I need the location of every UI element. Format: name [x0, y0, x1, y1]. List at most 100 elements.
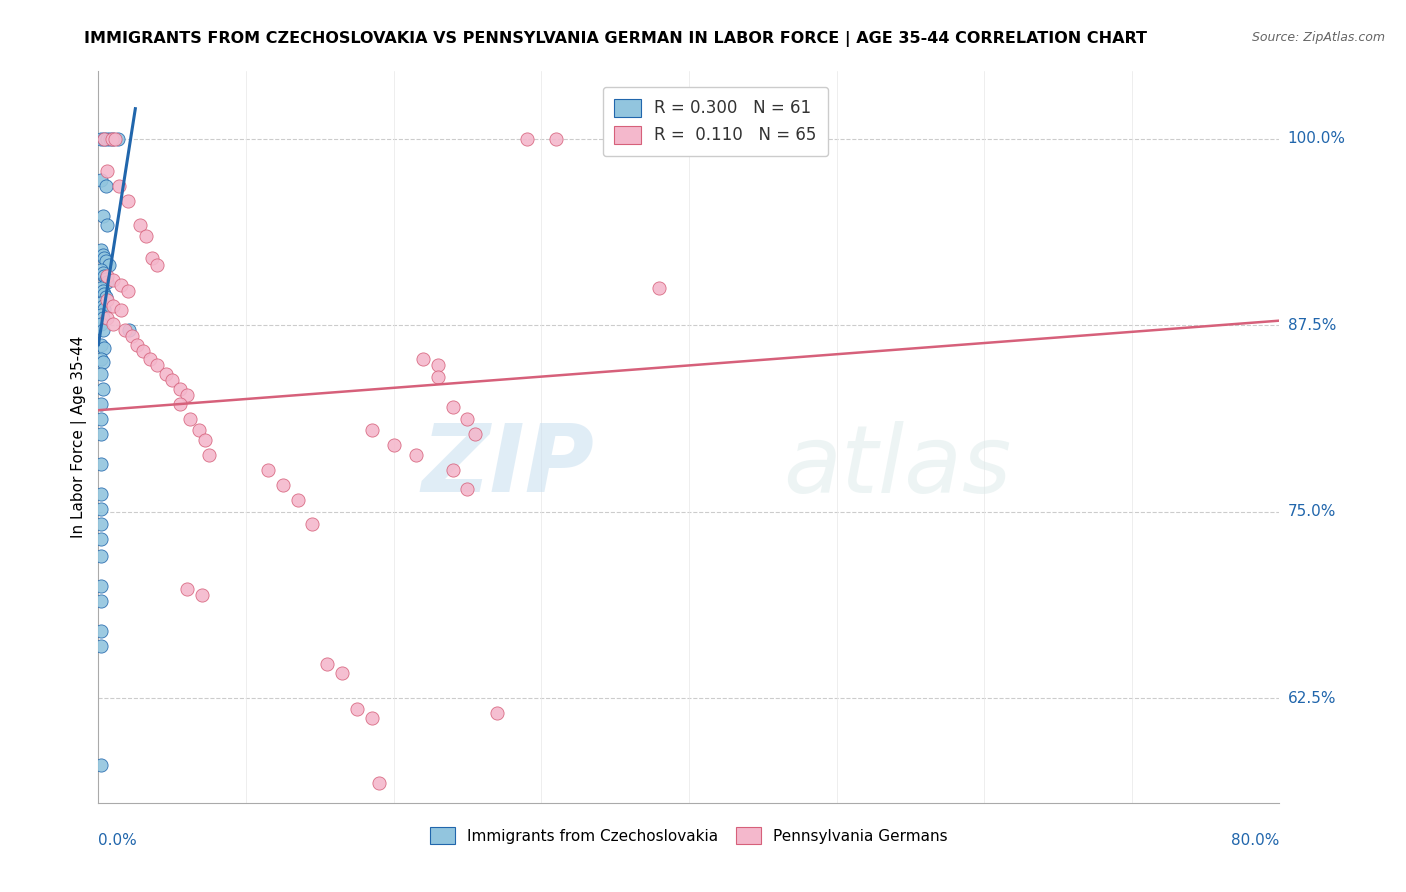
Point — [94, 290, 117, 304]
Point — [648, 281, 671, 295]
Text: 62.5%: 62.5% — [1288, 690, 1336, 706]
Point — [90, 131, 112, 145]
Point — [90, 501, 112, 516]
Point — [146, 359, 169, 373]
Text: ZIP: ZIP — [422, 420, 595, 512]
Point — [110, 303, 132, 318]
Point — [103, 299, 125, 313]
Point — [96, 293, 118, 307]
Point — [104, 131, 127, 145]
Point — [90, 173, 112, 187]
Point — [146, 259, 169, 273]
Point — [91, 209, 114, 223]
Point — [139, 352, 162, 367]
Point — [97, 259, 120, 273]
Point — [91, 299, 114, 313]
Point — [360, 423, 382, 437]
Text: 75.0%: 75.0% — [1288, 504, 1336, 519]
Point — [91, 284, 114, 298]
Point — [427, 359, 450, 373]
Point — [90, 457, 112, 471]
Text: atlas: atlas — [783, 421, 1012, 512]
Point — [162, 373, 183, 387]
Point — [96, 268, 118, 283]
Point — [117, 194, 139, 209]
Point — [93, 131, 115, 145]
Point — [155, 368, 177, 382]
Point — [271, 478, 294, 492]
Point — [110, 277, 132, 292]
Point — [176, 582, 198, 597]
Point — [90, 397, 112, 411]
Point — [103, 273, 125, 287]
Point — [93, 301, 115, 316]
Point — [301, 516, 323, 531]
Point — [176, 388, 198, 402]
Point — [93, 131, 115, 145]
Point — [187, 423, 209, 437]
Point — [191, 588, 214, 602]
Point — [121, 328, 143, 343]
Point — [412, 352, 434, 367]
Point — [94, 179, 117, 194]
Point — [135, 228, 157, 243]
Point — [368, 776, 391, 790]
Point — [141, 251, 163, 265]
Point — [90, 281, 112, 295]
Point — [90, 532, 112, 546]
Point — [90, 549, 112, 564]
Point — [382, 437, 405, 451]
Text: 87.5%: 87.5% — [1288, 318, 1336, 333]
Point — [169, 397, 191, 411]
Point — [516, 131, 538, 145]
Point — [546, 131, 568, 145]
Point — [441, 401, 464, 415]
Point — [90, 624, 112, 639]
Point — [96, 310, 118, 325]
Point — [114, 323, 136, 337]
Point — [235, 833, 257, 847]
Point — [90, 594, 112, 608]
Legend: Immigrants from Czechoslovakia, Pennsylvania Germans: Immigrants from Czechoslovakia, Pennsylv… — [425, 822, 953, 850]
Point — [91, 310, 114, 325]
Point — [91, 382, 114, 396]
Point — [90, 244, 112, 258]
Point — [125, 337, 148, 351]
Point — [198, 448, 221, 462]
Point — [90, 579, 112, 593]
Point — [90, 352, 112, 367]
Point — [257, 463, 280, 477]
Point — [91, 355, 114, 369]
Point — [90, 487, 112, 501]
Point — [441, 463, 464, 477]
Point — [90, 516, 112, 531]
Point — [107, 131, 129, 145]
Point — [91, 248, 114, 262]
Point — [93, 341, 115, 355]
Text: 0.0%: 0.0% — [98, 833, 138, 848]
Text: 80.0%: 80.0% — [1232, 833, 1279, 848]
Point — [346, 702, 368, 716]
Point — [94, 254, 117, 268]
Point — [486, 706, 509, 721]
Point — [457, 483, 479, 497]
Point — [287, 492, 309, 507]
Point — [108, 179, 131, 194]
Point — [457, 412, 479, 426]
Point — [118, 323, 141, 337]
Point — [96, 131, 118, 145]
Point — [93, 286, 115, 301]
Point — [90, 337, 112, 351]
Point — [194, 433, 217, 447]
Point — [330, 665, 353, 680]
Point — [90, 412, 112, 426]
Point — [93, 268, 115, 283]
Point — [90, 295, 112, 310]
Point — [90, 639, 112, 653]
Point — [90, 758, 112, 772]
Point — [90, 263, 112, 277]
Point — [103, 131, 125, 145]
Point — [128, 218, 150, 232]
Point — [90, 427, 112, 442]
Text: IMMIGRANTS FROM CZECHOSLOVAKIA VS PENNSYLVANIA GERMAN IN LABOR FORCE | AGE 35-44: IMMIGRANTS FROM CZECHOSLOVAKIA VS PENNSY… — [84, 31, 1147, 47]
